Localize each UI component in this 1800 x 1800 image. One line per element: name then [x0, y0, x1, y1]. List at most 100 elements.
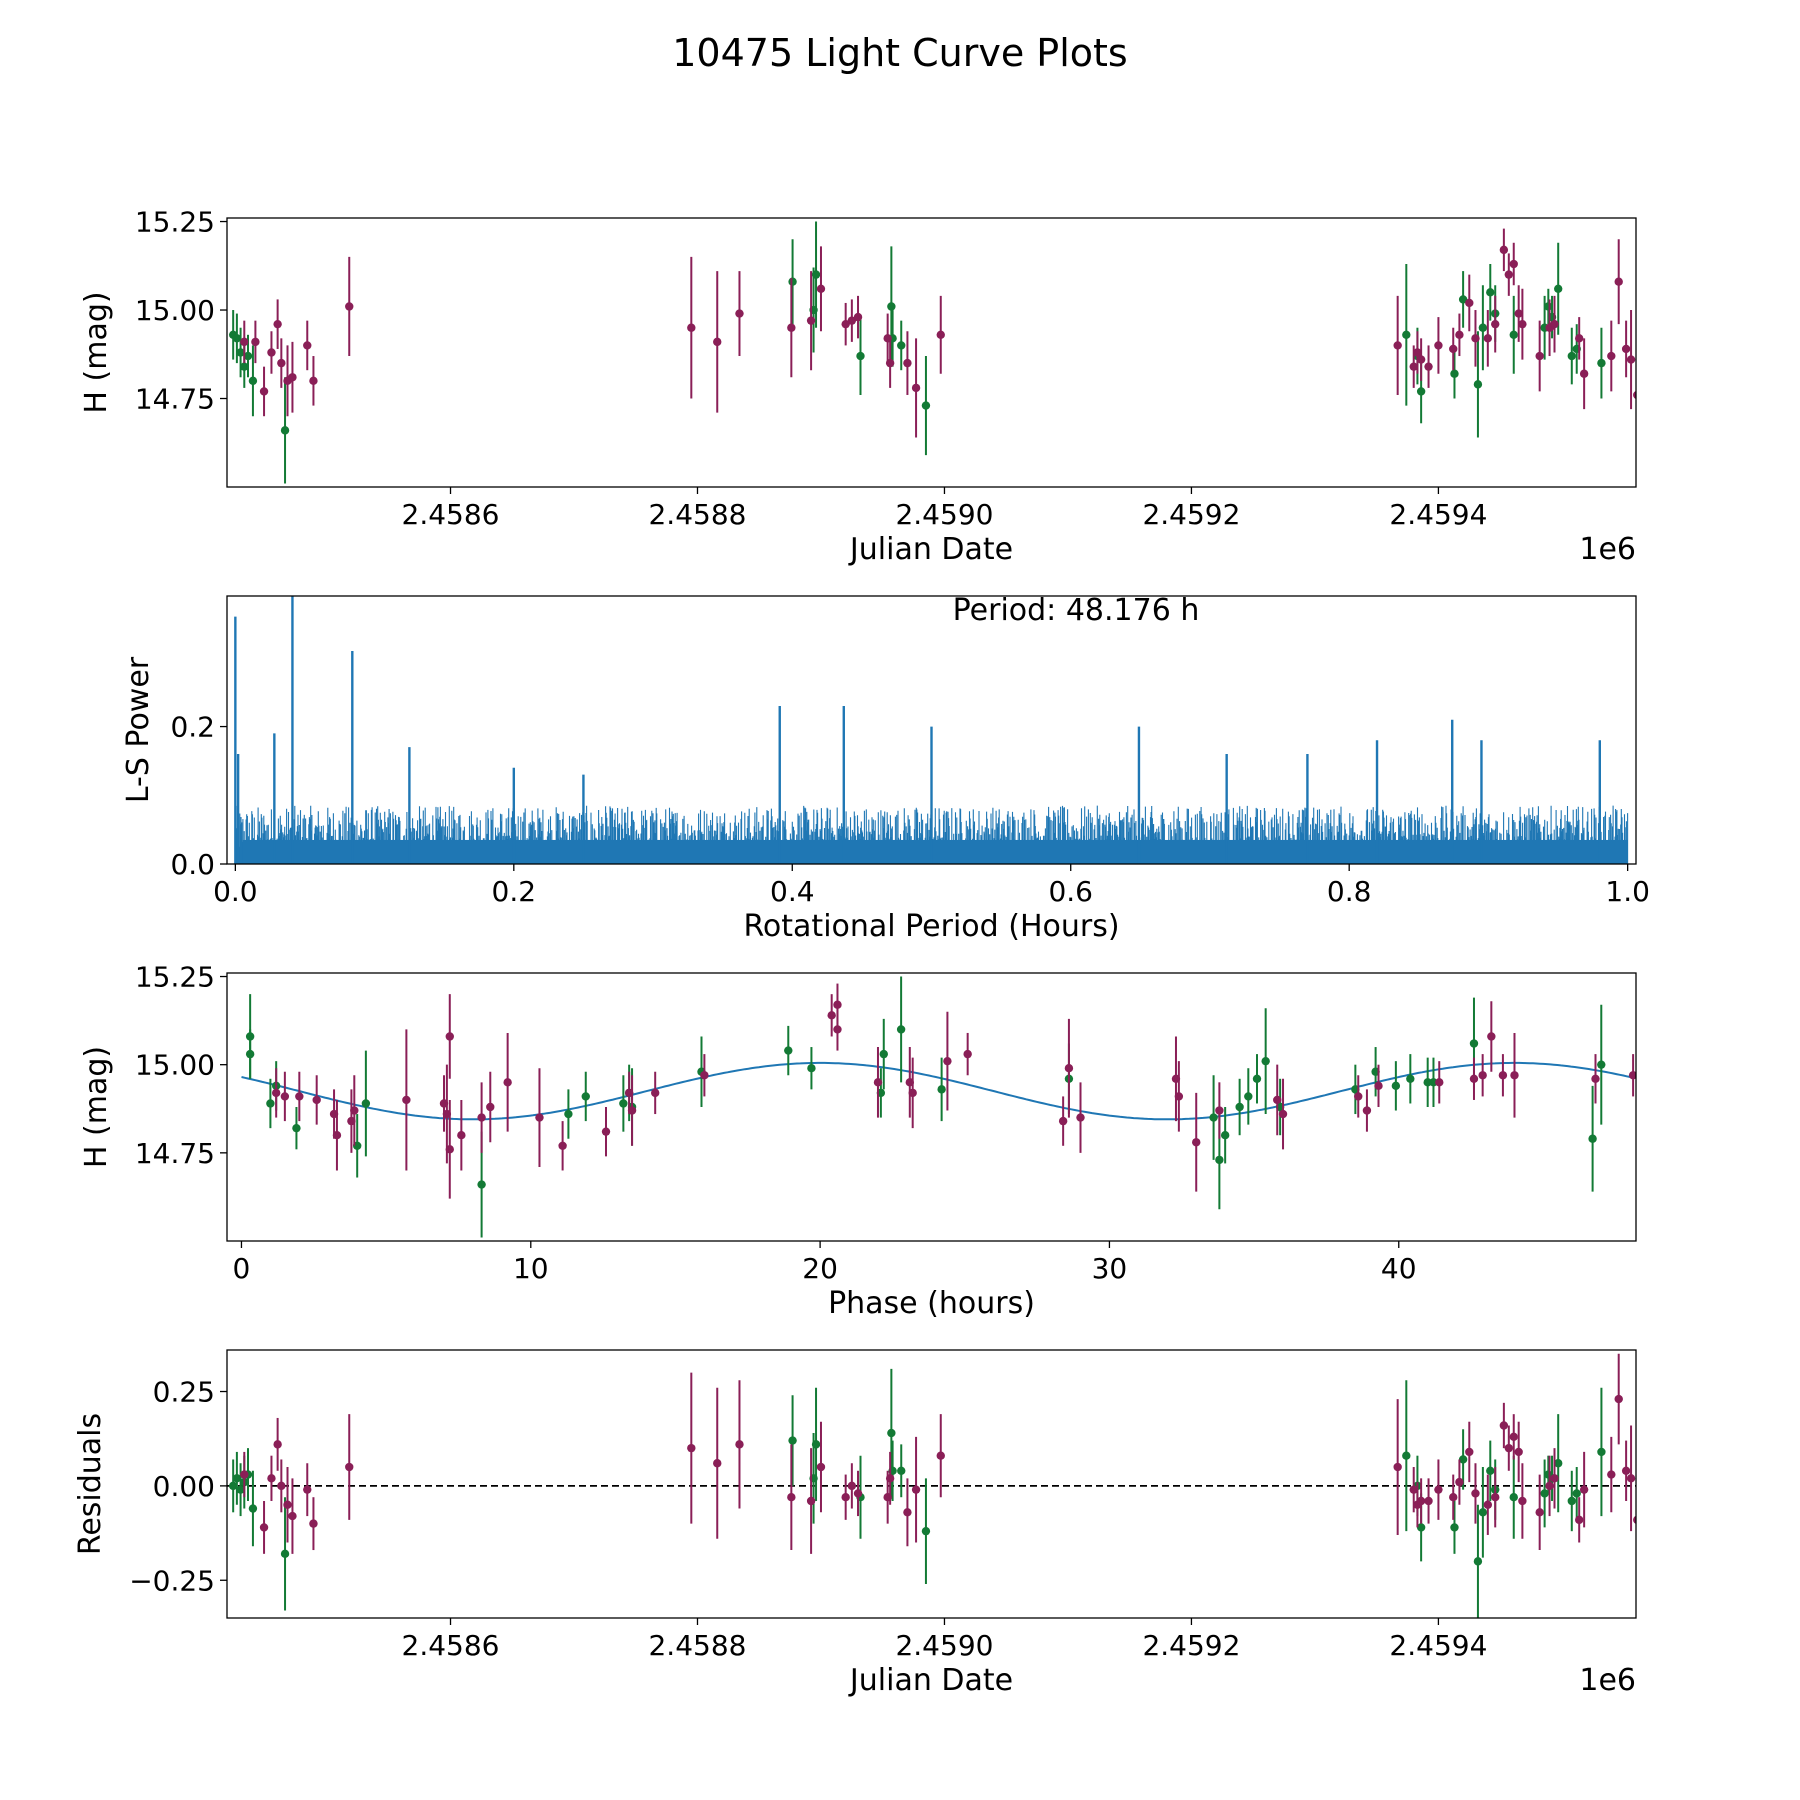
magenta-data-point — [1483, 1500, 1493, 1509]
magenta-data-point — [1626, 1474, 1636, 1483]
green-data-point — [232, 334, 242, 343]
magenta-data-point — [1058, 1116, 1068, 1126]
y-tick-label: 14.75 — [135, 1137, 215, 1170]
magenta-data-point — [251, 337, 260, 347]
magenta-data-point — [309, 376, 318, 386]
magenta-data-point — [1471, 334, 1480, 343]
green-data-point — [1406, 1074, 1415, 1083]
x-tick-label: 2.4586 — [402, 1629, 500, 1662]
green-data-point — [1220, 1131, 1230, 1140]
magenta-data-point — [303, 341, 312, 350]
figure-title: 10475 Light Curve Plots — [672, 31, 1127, 75]
x-tick-label: 40 — [1381, 1252, 1417, 1285]
magenta-data-point — [841, 1493, 850, 1502]
magenta-data-point — [1574, 334, 1584, 343]
magenta-data-point — [1545, 1481, 1554, 1491]
magenta-data-point — [827, 1011, 836, 1020]
magenta-data-point — [908, 1088, 917, 1098]
magenta-data-point — [1449, 1493, 1458, 1502]
magenta-data-point — [1413, 348, 1422, 357]
magenta-data-point — [402, 1095, 411, 1105]
magenta-data-point — [277, 358, 286, 368]
magenta-data-point — [1424, 362, 1433, 371]
green-data-point — [248, 376, 258, 386]
magenta-data-point — [273, 1440, 282, 1449]
green-data-point — [1597, 1447, 1606, 1457]
green-data-point — [887, 1428, 896, 1438]
magenta-data-point — [1374, 1081, 1383, 1091]
magenta-data-point — [283, 1500, 292, 1509]
green-data-point — [280, 1549, 290, 1559]
magenta-data-point — [1518, 1496, 1527, 1506]
magenta-data-point — [873, 1078, 883, 1087]
magenta-data-point — [280, 1092, 290, 1101]
x-offset-text: 1e6 — [1579, 1663, 1636, 1698]
magenta-series — [240, 228, 1636, 438]
magenta-data-point — [735, 1440, 744, 1449]
magenta-data-point — [240, 337, 249, 347]
phase-folded-plot-area — [241, 976, 1636, 1238]
magenta-data-point — [1076, 1113, 1085, 1122]
magenta-data-point — [1465, 298, 1474, 308]
green-data-point — [361, 1099, 371, 1108]
green-data-point — [937, 1085, 946, 1094]
green-data-point — [784, 1046, 793, 1055]
x-tick-label: 0.6 — [1048, 875, 1093, 908]
magenta-data-point — [700, 1071, 709, 1080]
magenta-data-point — [1574, 1515, 1584, 1525]
magenta-data-point — [1535, 351, 1544, 361]
x-tick-label: 2.4594 — [1389, 1629, 1487, 1662]
green-data-point — [243, 351, 253, 361]
magenta-data-point — [806, 1496, 816, 1506]
green-data-point — [811, 1440, 821, 1449]
magenta-data-point — [841, 319, 850, 329]
magenta-data-point — [847, 1481, 857, 1491]
magenta-data-point — [1614, 277, 1623, 286]
green-data-point — [1450, 1523, 1459, 1532]
x-tick-label: 2.4588 — [648, 1629, 746, 1662]
magenta-data-point — [687, 323, 696, 332]
magenta-data-point — [650, 1088, 660, 1098]
green-data-point — [619, 1099, 628, 1108]
y-tick-label: 15.00 — [135, 294, 215, 327]
x-tick-label: 2.4592 — [1142, 1629, 1240, 1662]
magenta-data-point — [963, 1049, 972, 1059]
magenta-data-point — [833, 1000, 842, 1009]
x-axis-label: Julian Date — [848, 1663, 1013, 1698]
magenta-data-point — [1455, 330, 1464, 340]
green-data-point — [856, 351, 865, 361]
periodogram-axes-frame — [226, 595, 1637, 865]
magenta-data-point — [267, 1474, 276, 1483]
magenta-data-point — [1192, 1138, 1201, 1147]
magenta-data-point — [853, 312, 863, 322]
magenta-data-point — [903, 1508, 912, 1517]
magenta-data-point — [486, 1102, 495, 1112]
magenta-data-point — [288, 373, 297, 382]
magenta-data-point — [787, 323, 796, 332]
green-data-point — [1478, 1508, 1488, 1517]
magenta-data-point — [1510, 1071, 1519, 1080]
magenta-data-point — [457, 1131, 466, 1140]
magenta-data-point — [558, 1141, 567, 1150]
green-data-point — [1458, 295, 1468, 304]
x-tick-label: 1.0 — [1605, 875, 1650, 908]
x-offset-text: 1e6 — [1579, 532, 1636, 567]
x-axis-label: Rotational Period (Hours) — [743, 909, 1119, 944]
green-data-point — [1473, 1557, 1483, 1566]
magenta-data-point — [1174, 1092, 1184, 1101]
magenta-data-point — [1455, 1477, 1464, 1487]
magenta-data-point — [1509, 259, 1518, 269]
magenta-data-point — [1424, 1496, 1433, 1506]
green-data-point — [1402, 330, 1411, 340]
green-data-point — [1478, 323, 1488, 332]
magenta-data-point — [1550, 319, 1559, 329]
magenta-data-point — [1469, 1074, 1479, 1083]
y-tick-label: 15.25 — [135, 206, 215, 239]
magenta-data-point — [345, 302, 354, 311]
x-tick-label: 2.4590 — [895, 1629, 993, 1662]
light-curve-plot-area — [228, 221, 1636, 484]
magenta-data-point — [1614, 1394, 1623, 1404]
green-data-point — [228, 1481, 238, 1491]
x-tick-label: 2.4592 — [1142, 498, 1240, 531]
magenta-data-point — [1393, 341, 1402, 350]
